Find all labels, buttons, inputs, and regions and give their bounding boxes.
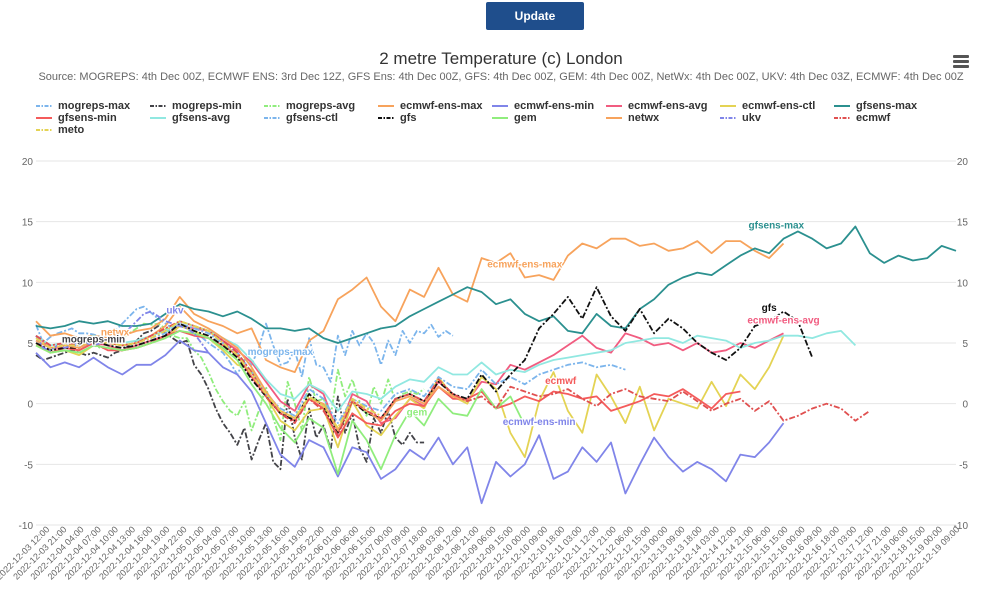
legend-label: ecmwf-ens-avg [628,100,708,112]
y-tick-label-left: 10 [22,278,34,289]
chart-subtitle: Source: MOGREPS: 4th Dec 00Z, ECMWF ENS:… [38,71,964,83]
annotation-ecmwf-ens-max: ecmwf-ens-max [487,259,562,270]
series-line-gfsens-ctl [35,322,626,425]
series-line-mogreps-min [35,325,425,471]
series-line-ecmwf-ens-min [35,339,785,505]
hamburger-menu-icon[interactable] [953,55,969,68]
legend-item-gfsens-avg[interactable]: gfsens-avg [150,112,230,124]
annotation-ukv: ukv [166,306,184,317]
legend-label: ecmwf [856,112,891,124]
annotation-ecmwf-ens-min: ecmwf-ens-min [503,417,576,428]
legend-swatch-icon [834,117,850,119]
legend-item-ecmwf-ens-min[interactable]: ecmwf-ens-min [492,100,594,112]
y-tick-label-left: 0 [27,400,33,411]
legend-item-ecmwf-ens-ctl[interactable]: ecmwf-ens-ctl [720,100,815,112]
annotation-ecmwf: ecmwf [545,376,577,387]
legend-swatch-icon [150,105,166,107]
y-tick-label-right: 0 [962,400,968,411]
legend-label: gfsens-max [856,100,918,112]
legend-item-gfsens-ctl[interactable]: gfsens-ctl [264,112,338,124]
legend-item-ecmwf-ens-avg[interactable]: ecmwf-ens-avg [606,100,707,112]
y-tick-label-right: 10 [957,278,969,289]
series-line-mogreps-avg [35,322,425,442]
legend-label: mogreps-min [172,100,242,112]
annotation-gfsens-max: gfsens-max [749,221,805,232]
legend-item-mogreps-max[interactable]: mogreps-max [36,100,130,112]
series-line-netwx [35,305,468,432]
y-tick-label-right: 15 [957,218,969,229]
legend-label: mogreps-avg [286,100,356,112]
series-line-gem [35,329,526,475]
legend-swatch-icon [720,105,736,107]
y-tick-label-left: -5 [24,460,33,471]
annotation-mogreps-min: mogreps-min [62,335,125,346]
legend-swatch-icon [720,117,736,119]
legend-label: meto [58,124,85,136]
legend-item-netwx[interactable]: netwx [606,112,659,124]
legend-swatch-icon [834,105,850,107]
legend-swatch-icon [492,117,508,119]
legend-label: gfsens-ctl [286,112,338,124]
series-line-ukv [35,310,210,354]
legend-swatch-icon [36,105,52,107]
legend-label: ecmwf-ens-max [400,100,483,112]
legend-swatch-icon [264,105,280,107]
legend-label: ecmwf-ens-ctl [742,100,816,112]
y-tick-label-left: 5 [27,339,33,350]
series-line-gfs [35,286,814,434]
annotation-ecmwf-ens-avg: ecmwf-ens-avg [747,315,819,326]
legend-swatch-icon [378,117,394,119]
y-tick-label-right: 20 [957,157,969,168]
legend-item-gfsens-min[interactable]: gfsens-min [36,112,117,124]
series-line-ecmwf-ens-ctl [35,325,785,459]
y-tick-label-left: 20 [22,157,34,168]
legend-label: ukv [742,112,761,124]
legend-item-mogreps-min[interactable]: mogreps-min [150,100,242,112]
legend-swatch-icon [264,117,280,119]
update-button[interactable]: Update [486,2,584,30]
legend-swatch-icon [606,117,622,119]
legend-swatch-icon [150,117,166,119]
legend-item-gem[interactable]: gem [492,112,537,124]
series-line-ecmwf-ens-max [35,237,785,374]
series-line-meto [35,320,382,429]
series-line-mogreps-max [35,305,454,383]
y-tick-label-right: -10 [954,521,969,532]
legend-item-mogreps-avg[interactable]: mogreps-avg [264,100,355,112]
legend-label: mogreps-max [58,100,131,112]
legend-item-gfsens-max[interactable]: gfsens-max [834,100,917,112]
annotation-gfs: gfs [762,303,777,314]
legend-label: gfs [400,112,417,124]
legend-swatch-icon [36,117,52,119]
legend-item-ukv[interactable]: ukv [720,112,761,124]
chart-title: 2 metre Temperature (c) London [379,49,623,68]
y-tick-label-right: 5 [962,339,968,350]
legend-item-meto[interactable]: meto [36,124,84,136]
annotation-gem: gem [407,408,428,419]
y-tick-label-right: -5 [959,460,968,471]
legend-swatch-icon [36,129,52,131]
legend-item-ecmwf[interactable]: ecmwf [834,112,890,124]
legend-label: gfsens-avg [172,112,231,124]
legend-item-gfs[interactable]: gfs [378,112,417,124]
legend-label: netwx [628,112,660,124]
legend-swatch-icon [378,105,394,107]
annotation-mogreps-max: mogreps-max [248,347,314,358]
legend-swatch-icon [492,105,508,107]
y-tick-label-left: 15 [22,218,34,229]
legend-label: gfsens-min [58,112,117,124]
annotation-netwx: netwx [101,327,130,338]
legend-label: gem [514,112,537,124]
y-tick-label-left: -10 [19,521,34,532]
legend-item-ecmwf-ens-max[interactable]: ecmwf-ens-max [378,100,483,112]
legend-label: ecmwf-ens-min [514,100,595,112]
series-line-gfsens-max [35,225,957,344]
legend-swatch-icon [606,105,622,107]
